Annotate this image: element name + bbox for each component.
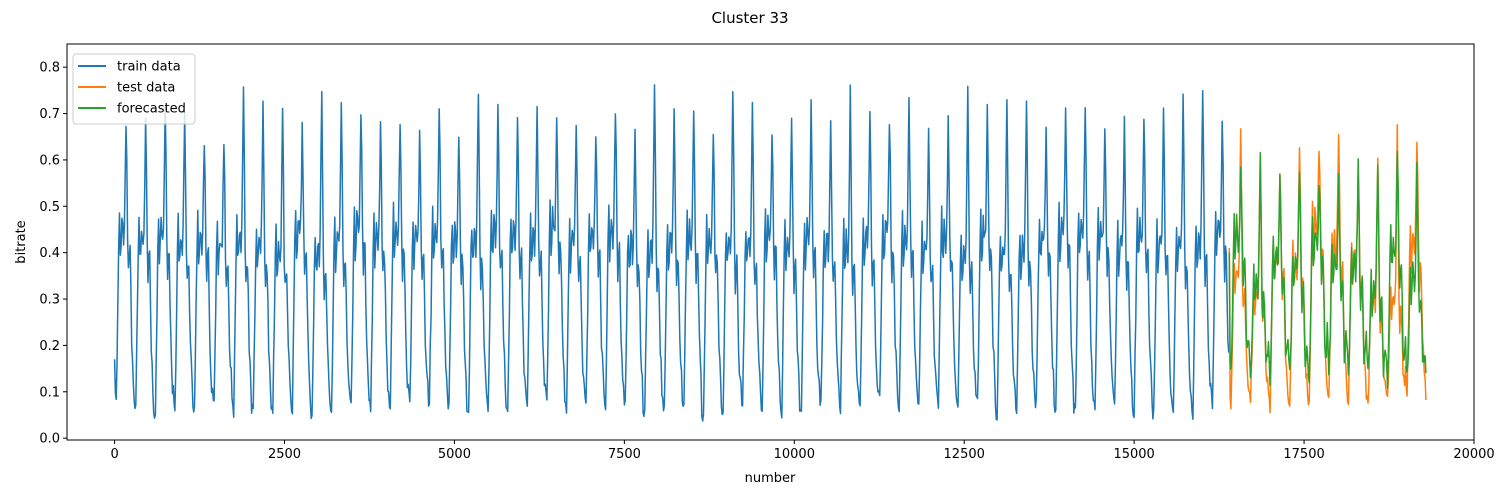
x-tick-label: 12500 <box>944 447 985 462</box>
series-line-train-data <box>113 84 1230 422</box>
legend-label: forecasted <box>117 102 186 117</box>
series-line-forecasted <box>1228 150 1427 389</box>
x-axis-title: number <box>745 471 796 486</box>
plot-frame <box>66 43 1475 441</box>
y-tick-label: 0.1 <box>39 385 60 400</box>
y-tick-label: 0.3 <box>39 293 60 308</box>
y-tick-label: 0.8 <box>39 61 60 76</box>
x-tick-label: 20000 <box>1453 447 1494 462</box>
legend-box <box>72 53 196 125</box>
x-tick-label: 17500 <box>1283 447 1324 462</box>
x-axis: 0 2500 5000 7500 10000 12500 15000 17500 20000 <box>110 440 1495 462</box>
y-tick-label: 0.5 <box>39 200 60 215</box>
y-axis-title: bitrate <box>14 220 29 263</box>
legend-label: train data <box>117 60 181 75</box>
legend-label: test data <box>117 81 175 96</box>
y-axis: 0.0 0.1 0.2 0.3 0.4 0.5 0.6 0.7 0.8 <box>39 61 67 447</box>
y-tick-label: 0.0 <box>39 432 60 447</box>
x-tick-label: 2500 <box>268 447 301 462</box>
series-layer <box>113 84 1427 422</box>
y-tick-label: 0.2 <box>39 339 60 354</box>
x-tick-label: 5000 <box>438 447 471 462</box>
x-tick-label: 10000 <box>774 447 815 462</box>
y-tick-label: 0.7 <box>39 107 60 122</box>
x-tick-label: 15000 <box>1113 447 1154 462</box>
legend: train data test data forecasted <box>72 53 196 125</box>
chart-title: Cluster 33 <box>711 9 788 27</box>
y-tick-label: 0.4 <box>39 246 60 261</box>
x-tick-label: 0 <box>110 447 118 462</box>
y-tick-label: 0.6 <box>39 153 60 168</box>
x-tick-label: 7500 <box>608 447 641 462</box>
plot-area <box>66 43 1475 441</box>
